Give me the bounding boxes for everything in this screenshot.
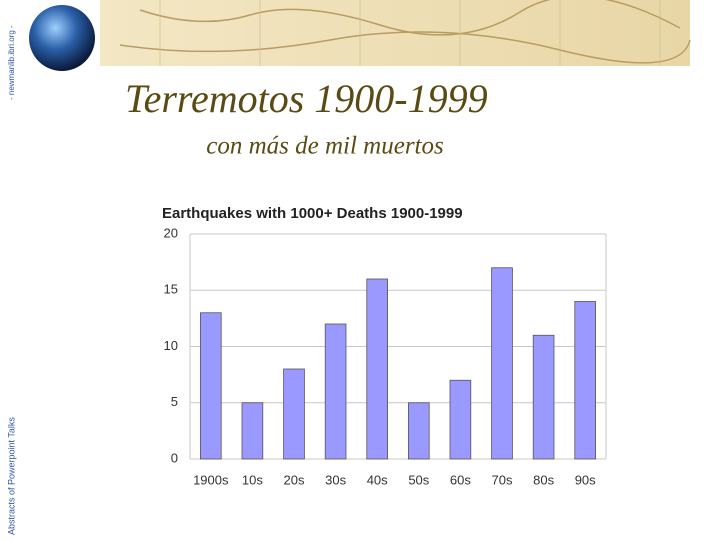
bar xyxy=(366,278,388,460)
chart: 0 5 10 15 20 1900s 10s 20s 30s 40s 50s 60s 70s 80s 90s xyxy=(164,225,607,487)
site: - newmanlib.ibri.org - xyxy=(7,25,16,100)
slide-subtitle: con más de mil muertos xyxy=(206,133,443,160)
bar xyxy=(407,402,430,460)
bar xyxy=(199,312,222,460)
x-tick-label: 20s xyxy=(284,472,305,487)
x-tick-label: 30s xyxy=(325,472,346,487)
y-tick-label: 15 xyxy=(164,282,178,297)
y-tick-label: 0 xyxy=(171,450,178,465)
bar xyxy=(241,402,264,460)
bar xyxy=(574,301,596,460)
bar xyxy=(324,323,347,460)
globe xyxy=(29,5,95,71)
bar xyxy=(491,267,513,460)
y-tick-label: 10 xyxy=(164,338,178,353)
y-tick-label: 5 xyxy=(171,394,178,409)
bar xyxy=(532,334,555,460)
bar xyxy=(449,379,472,460)
x-tick-label: 90s xyxy=(575,472,596,487)
x-tick-label: 70s xyxy=(492,472,513,487)
slide-title: Terremotos 1900-1999 xyxy=(125,76,488,121)
x-tick-label: 10s xyxy=(242,472,263,487)
chart-title: Earthquakes with 1000+ Deaths 1900-1999 xyxy=(162,205,463,222)
side-note: Abstracts of Powerpoint Talks xyxy=(6,417,16,535)
x-tick-label: 40s xyxy=(367,472,388,487)
map-banner xyxy=(100,0,691,66)
x-tick-label: 50s xyxy=(408,472,429,487)
x-tick-label: 80s xyxy=(533,472,554,487)
x-tick-label: 1900s xyxy=(193,472,229,487)
x-tick-label: 60s xyxy=(450,472,471,487)
bar xyxy=(283,368,305,460)
y-tick-label: 20 xyxy=(164,225,178,240)
